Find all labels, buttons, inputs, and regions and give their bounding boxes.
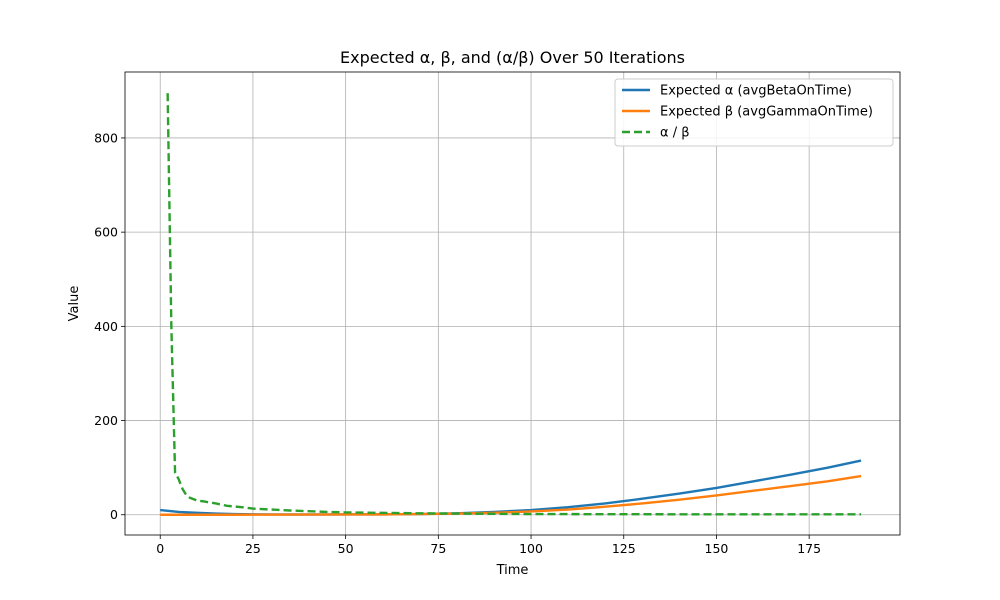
x-tick-label: 175 xyxy=(797,541,821,556)
y-tick-label: 200 xyxy=(94,413,118,428)
x-tick-label: 75 xyxy=(430,541,446,556)
plot-frame xyxy=(124,71,901,536)
y-tick-label: 600 xyxy=(94,225,118,240)
x-tick-label: 150 xyxy=(705,541,729,556)
x-axis-label: Time xyxy=(496,563,529,578)
legend-label-1: Expected α (avgBetaOnTime) xyxy=(660,84,852,99)
legend-label-2: Expected β (avgGammaOnTime) xyxy=(660,105,873,120)
x-tick-label: 50 xyxy=(338,541,354,556)
legend-label-3: α / β xyxy=(660,126,690,141)
series-line-2 xyxy=(160,474,862,516)
x-tick-label: 0 xyxy=(156,541,164,556)
legend-box xyxy=(614,78,894,147)
y-tick-label: 400 xyxy=(94,319,118,334)
x-tick-label: 25 xyxy=(245,541,261,556)
y-axis-label: Value xyxy=(67,286,82,322)
chart-title: Expected α, β, and (α/β) Over 50 Iterati… xyxy=(340,48,685,67)
legend: Expected α (avgBetaOnTime) Expected β (av… xyxy=(614,78,894,147)
x-tick-label: 100 xyxy=(519,541,543,556)
series-line-3 xyxy=(166,93,862,516)
y-tick-label: 800 xyxy=(94,130,118,145)
x-tick-label: 125 xyxy=(612,541,636,556)
ticks: 0 25 50 75 100 125 150 175 0 200 400 600 800 xyxy=(94,130,821,556)
y-tick-label: 0 xyxy=(110,507,118,522)
series-layer xyxy=(160,93,862,516)
